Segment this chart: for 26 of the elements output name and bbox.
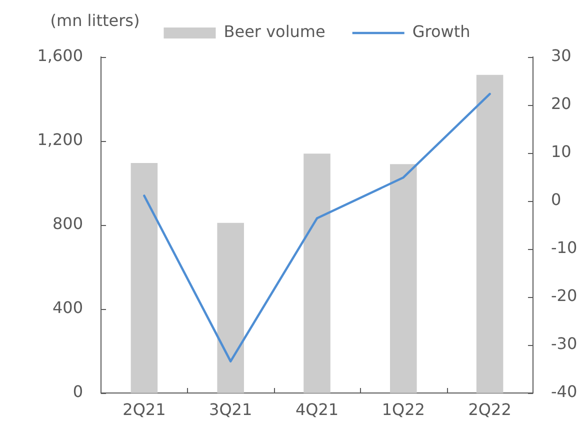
y-tick-label: 0 xyxy=(72,382,83,402)
y-tick-label: 800 xyxy=(52,214,83,234)
y2-tick-label: 10 xyxy=(551,142,572,162)
bar xyxy=(217,222,244,393)
y2-tick-label: -30 xyxy=(551,334,578,354)
y2-tick-label: 30 xyxy=(551,46,572,66)
y-axis-title: (mn litters) xyxy=(50,11,140,30)
x-tick-label: 2Q21 xyxy=(122,400,166,419)
bar xyxy=(476,74,504,393)
y2-tick-label: -20 xyxy=(551,286,578,306)
y2-tick-label: 20 xyxy=(551,94,572,114)
bar xyxy=(130,163,158,393)
legend-label: Beer volume xyxy=(224,22,326,42)
y-tick-label: 400 xyxy=(52,298,83,318)
y2-tick-label: -40 xyxy=(551,382,578,402)
legend-label: Growth xyxy=(412,22,470,42)
y2-tick-label: 0 xyxy=(551,190,562,210)
bar xyxy=(390,164,417,393)
x-tick-label: 3Q21 xyxy=(209,400,252,419)
y-tick-label: 1,600 xyxy=(37,46,83,66)
y-tick-label: 1,200 xyxy=(37,130,83,150)
x-tick-label: 2Q22 xyxy=(468,400,512,419)
x-tick-label: 1Q22 xyxy=(382,400,425,419)
y2-tick-label: -10 xyxy=(551,238,578,258)
x-tick-label: 4Q21 xyxy=(295,400,339,419)
bar xyxy=(304,154,330,393)
